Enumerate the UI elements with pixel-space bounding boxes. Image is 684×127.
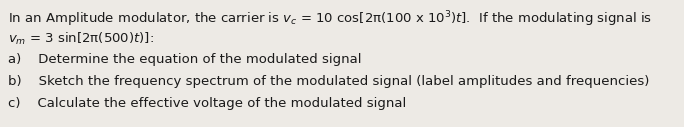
Text: In an Amplitude modulator, the carrier is $v_c$ = 10 cos[2π(100 x 10$^3$)$t$].  : In an Amplitude modulator, the carrier i… [8,9,652,29]
Text: a)    Determine the equation of the modulated signal: a) Determine the equation of the modulat… [8,53,362,66]
Text: $v_m$ = 3 sin[2π(500)$t$)]:: $v_m$ = 3 sin[2π(500)$t$)]: [8,31,154,47]
Text: c)    Calculate the effective voltage of the modulated signal: c) Calculate the effective voltage of th… [8,97,406,110]
Text: b)    Sketch the frequency spectrum of the modulated signal (label amplitudes an: b) Sketch the frequency spectrum of the … [8,75,649,88]
